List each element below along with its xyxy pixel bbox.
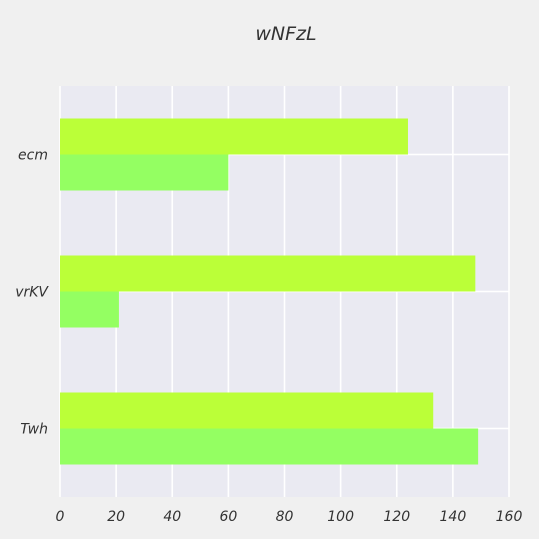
x-axis-tick-labels: 0 20 40 60 80 100 120 140 160 bbox=[56, 509, 523, 525]
bars bbox=[60, 118, 479, 465]
x-tick-label-20: 20 bbox=[107, 509, 125, 525]
chart-title: wNFzL bbox=[255, 23, 316, 45]
bar-Twh-series-2 bbox=[60, 428, 479, 465]
x-tick-label-40: 40 bbox=[163, 509, 181, 525]
bar-ecm-series-1 bbox=[60, 118, 408, 155]
bar-ecm-series-2 bbox=[60, 154, 229, 191]
x-tick-label-140: 140 bbox=[440, 509, 467, 525]
y-axis-tick-labels: ecm vrKV Twh bbox=[15, 148, 49, 438]
bar-Twh-series-1 bbox=[60, 392, 434, 429]
bar-vrKV-series-1 bbox=[60, 255, 476, 292]
y-tick-label-ecm: ecm bbox=[18, 148, 48, 164]
x-tick-label-160: 160 bbox=[496, 509, 523, 525]
x-tick-label-80: 80 bbox=[276, 509, 294, 525]
bar-vrKV-series-2 bbox=[60, 291, 119, 328]
y-tick-label-Twh: Twh bbox=[20, 422, 48, 438]
y-tick-label-vrKV: vrKV bbox=[15, 285, 49, 301]
x-tick-label-120: 120 bbox=[383, 509, 410, 525]
x-tick-label-60: 60 bbox=[219, 509, 237, 525]
x-tick-label-100: 100 bbox=[327, 509, 354, 525]
x-tick-label-0: 0 bbox=[56, 509, 65, 525]
